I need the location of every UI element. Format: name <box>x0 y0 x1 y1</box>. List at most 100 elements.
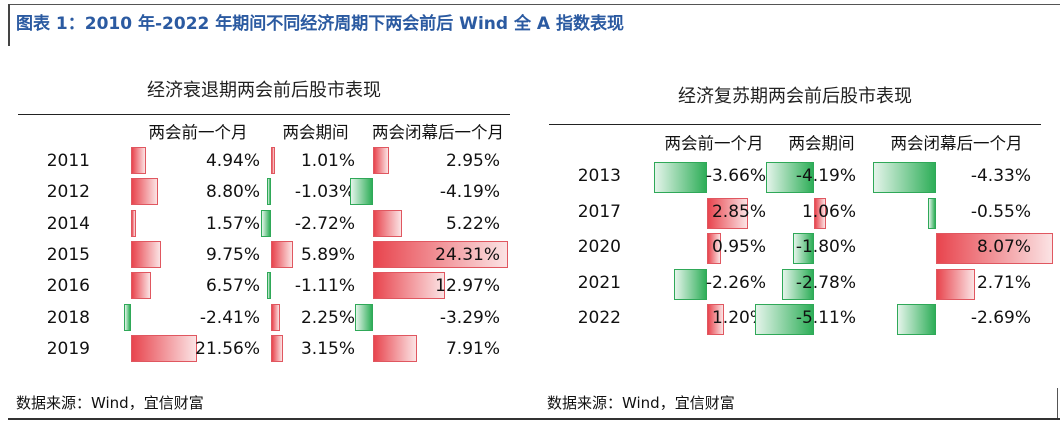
data-bar <box>653 162 707 193</box>
data-label: 24.31% <box>435 244 500 265</box>
data-label: 1.20% <box>711 308 766 328</box>
data-bar <box>271 147 275 174</box>
data-bar <box>131 147 147 174</box>
row-year-label: 2021 <box>577 272 621 293</box>
data-label: -2.69% <box>970 308 1031 328</box>
column-header: 两会期间 <box>282 123 349 142</box>
data-label: -3.29% <box>439 307 500 328</box>
row-year-label: 2012 <box>46 182 90 203</box>
data-bar <box>354 303 373 331</box>
data-label: 8.80% <box>205 182 260 203</box>
data-label: -2.26% <box>705 272 766 293</box>
data-label: -2.78% <box>795 272 856 293</box>
row-year-label: 2014 <box>46 213 90 234</box>
data-bar <box>782 268 814 300</box>
data-label: -4.33% <box>970 166 1031 186</box>
right-rule <box>1057 388 1058 418</box>
data-label: 5.89% <box>300 244 355 265</box>
frame-top-rule <box>8 4 1060 5</box>
column-header: 两会闭幕后一个月 <box>372 123 504 142</box>
data-label: 21.56% <box>195 338 260 359</box>
data-bar <box>267 178 271 206</box>
column-header: 两会前一个月 <box>664 134 764 153</box>
data-label: 2.25% <box>300 307 355 328</box>
data-bar <box>896 304 936 335</box>
row-year-label: 2022 <box>577 308 621 328</box>
data-bar <box>373 272 445 300</box>
data-label: 4.94% <box>205 151 260 171</box>
data-label: 1.01% <box>300 151 355 171</box>
column-header: 两会期间 <box>788 134 855 153</box>
data-label: -4.19% <box>439 182 500 203</box>
data-label: -1.03% <box>294 182 355 203</box>
data-bar <box>123 303 131 331</box>
row-year-label: 2018 <box>46 307 90 328</box>
data-label: 7.91% <box>445 338 500 359</box>
data-label: 2.71% <box>976 272 1031 293</box>
data-label: -2.41% <box>199 307 260 328</box>
data-bar <box>131 272 152 300</box>
frame-left-rule <box>8 4 10 46</box>
data-label: 1.06% <box>801 201 856 222</box>
row-year-label: 2019 <box>46 338 90 359</box>
data-label: 8.07% <box>976 237 1031 257</box>
data-bar <box>260 209 271 237</box>
data-bar <box>271 240 294 268</box>
row-year-label: 2017 <box>577 201 621 222</box>
data-bar <box>707 304 725 335</box>
source-note-left: 数据来源：Wind，宜信财富 <box>16 394 204 412</box>
data-label: -4.19% <box>795 166 856 186</box>
row-year-label: 2016 <box>46 276 90 297</box>
recession-table-panel: 经济衰退期两会前后股市表现 两会前一个月 两会期间 两会闭幕后一个月 2011 4.94%… <box>18 64 510 368</box>
recession-title-rule <box>18 114 510 115</box>
data-bar <box>266 272 271 300</box>
data-bar <box>873 162 936 193</box>
data-label: 1.57% <box>205 213 260 234</box>
data-bar <box>373 240 508 268</box>
data-bar <box>131 240 161 268</box>
recovery-table-panel: 经济复苏期两会前后股市表现 两会前一个月 两会期间 两会闭幕后一个月 2013 -3.66… <box>549 64 1053 340</box>
data-bar <box>131 334 197 362</box>
figure-title: 图表 1：2010 年-2022 年期间不同经济周期下两会前后 Wind 全 A… <box>16 14 624 34</box>
data-bar <box>674 268 707 300</box>
data-label: 2.95% <box>445 151 500 171</box>
data-bar <box>755 304 814 335</box>
data-bar <box>793 233 814 264</box>
data-label: 0.95% <box>711 237 766 257</box>
data-bar <box>373 209 402 237</box>
data-bar <box>131 209 136 237</box>
data-label: -3.66% <box>705 166 766 186</box>
data-bar <box>814 197 827 229</box>
data-label: -2.72% <box>294 213 355 234</box>
recovery-chart-title: 经济复苏期两会前后股市表现 <box>678 86 912 107</box>
data-bar <box>131 178 158 206</box>
data-label: 2.85% <box>711 201 766 222</box>
data-bar <box>271 303 280 331</box>
data-bar <box>271 334 283 362</box>
row-year-label: 2011 <box>46 151 90 171</box>
column-header: 两会前一个月 <box>148 123 248 142</box>
data-bar <box>373 147 390 174</box>
data-bar <box>707 197 749 229</box>
data-label: 9.75% <box>205 244 260 265</box>
data-bar <box>928 197 936 229</box>
data-bar <box>349 178 373 206</box>
data-label: 6.57% <box>205 276 260 297</box>
data-bar <box>936 233 1053 264</box>
data-label: -1.80% <box>795 237 856 257</box>
data-label: -1.11% <box>294 276 355 297</box>
source-note-right: 数据来源：Wind，宜信财富 <box>547 394 735 412</box>
row-year-label: 2015 <box>46 244 90 265</box>
data-label: 12.97% <box>435 276 500 297</box>
data-bar <box>373 334 417 362</box>
bottom-rule <box>8 418 1060 420</box>
data-bar <box>936 268 976 300</box>
data-bar <box>707 233 721 264</box>
data-bar <box>765 162 814 193</box>
recession-chart-title: 经济衰退期两会前后股市表现 <box>147 80 381 101</box>
data-label: -5.11% <box>795 308 856 328</box>
data-label: -0.55% <box>970 201 1031 222</box>
recovery-title-rule <box>549 124 1041 125</box>
column-header: 两会闭幕后一个月 <box>890 134 1023 153</box>
data-label: 3.15% <box>300 338 355 359</box>
